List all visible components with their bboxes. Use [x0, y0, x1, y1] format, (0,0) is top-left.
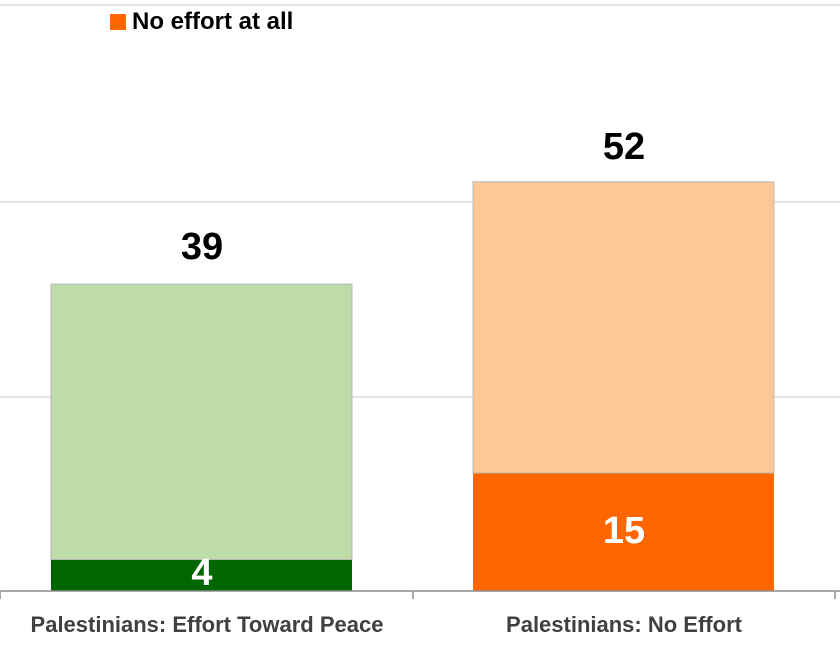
legend: No effort at all: [110, 8, 293, 36]
legend-label: No effort at all: [132, 8, 294, 35]
category-label-effort: Palestinians: Effort Toward Peace: [30, 612, 384, 637]
legend-swatch: [110, 14, 126, 30]
segment-label-no-effort: 15: [602, 510, 646, 552]
category-label-no-effort: Palestinians: No Effort: [506, 612, 742, 637]
segment-label-effort: 4: [191, 552, 213, 594]
bar-segment-0-1: [50, 283, 353, 561]
total-label-effort: 39: [180, 226, 224, 268]
bar-segment-0-0: [51, 559, 352, 591]
bar-segment-1-0: [473, 472, 774, 591]
bar-segment-1-1: [472, 181, 775, 474]
total-label-no-effort: 52: [602, 126, 646, 168]
